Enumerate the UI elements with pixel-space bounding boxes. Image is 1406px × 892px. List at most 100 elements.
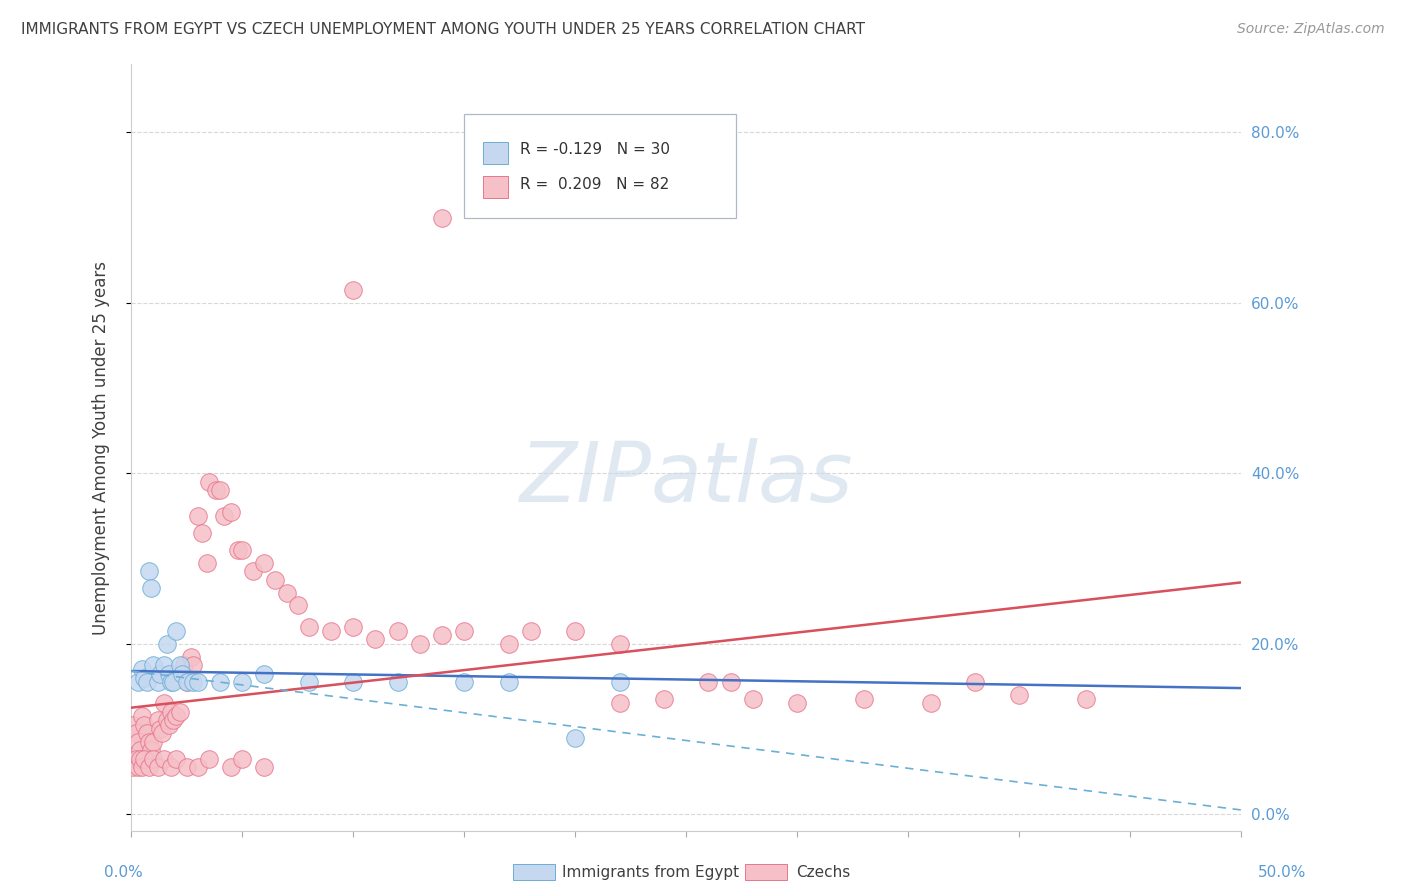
Point xyxy=(124,752,146,766)
Y-axis label: Unemployment Among Youth under 25 years: Unemployment Among Youth under 25 years xyxy=(93,260,110,635)
Point xyxy=(134,752,156,766)
Point xyxy=(453,675,475,690)
Point xyxy=(153,752,176,766)
Point xyxy=(160,760,183,774)
Point xyxy=(195,556,218,570)
Point xyxy=(298,620,321,634)
Point xyxy=(430,211,453,225)
Point xyxy=(364,632,387,647)
Point xyxy=(160,675,183,690)
Point xyxy=(253,666,276,681)
Text: IMMIGRANTS FROM EGYPT VS CZECH UNEMPLOYMENT AMONG YOUTH UNDER 25 YEARS CORRELATI: IMMIGRANTS FROM EGYPT VS CZECH UNEMPLOYM… xyxy=(21,22,865,37)
Point xyxy=(564,731,586,745)
Point xyxy=(387,624,409,638)
Point xyxy=(430,628,453,642)
Text: Czechs: Czechs xyxy=(796,865,851,880)
Point xyxy=(697,675,720,690)
Point xyxy=(720,675,742,690)
Point xyxy=(198,752,221,766)
Point xyxy=(231,752,253,766)
Point xyxy=(138,564,160,578)
Point xyxy=(127,735,149,749)
Point xyxy=(156,714,179,728)
Point xyxy=(187,508,209,523)
Point xyxy=(146,714,169,728)
Point xyxy=(342,675,364,690)
Point xyxy=(498,675,520,690)
Point xyxy=(219,760,242,774)
Point xyxy=(342,283,364,297)
Point xyxy=(122,760,145,774)
Point xyxy=(264,573,287,587)
Point xyxy=(135,675,157,690)
Point xyxy=(165,709,187,723)
Point xyxy=(135,726,157,740)
Text: R = -0.129   N = 30: R = -0.129 N = 30 xyxy=(520,143,669,158)
FancyBboxPatch shape xyxy=(484,142,508,164)
Point xyxy=(231,675,253,690)
Point xyxy=(342,620,364,634)
Point xyxy=(122,717,145,731)
Point xyxy=(134,717,156,731)
Point xyxy=(298,675,321,690)
Point xyxy=(173,658,195,673)
Point xyxy=(153,658,176,673)
Point xyxy=(157,666,180,681)
Point xyxy=(146,760,169,774)
Point xyxy=(187,760,209,774)
Point xyxy=(176,675,198,690)
Point xyxy=(963,675,986,690)
Point xyxy=(141,582,163,596)
Point xyxy=(138,760,160,774)
Point xyxy=(287,599,309,613)
FancyBboxPatch shape xyxy=(464,114,737,218)
Point xyxy=(131,709,153,723)
Point xyxy=(141,743,163,757)
Point xyxy=(131,662,153,676)
Point xyxy=(183,658,205,673)
Text: 0.0%: 0.0% xyxy=(104,865,143,880)
Point xyxy=(453,624,475,638)
Point xyxy=(852,692,875,706)
Point xyxy=(609,697,631,711)
Point xyxy=(1008,688,1031,702)
Point xyxy=(231,543,253,558)
Point xyxy=(134,671,156,685)
Point xyxy=(204,483,226,498)
Text: ZIPatlas: ZIPatlas xyxy=(519,438,853,519)
Point xyxy=(786,697,808,711)
Point xyxy=(226,543,249,558)
Point xyxy=(176,675,198,690)
Point xyxy=(131,760,153,774)
Point xyxy=(149,666,172,681)
Point xyxy=(156,637,179,651)
Point xyxy=(208,675,231,690)
Point xyxy=(242,564,264,578)
Point xyxy=(183,675,205,690)
Point xyxy=(253,760,276,774)
Text: 50.0%: 50.0% xyxy=(1258,865,1306,880)
Point xyxy=(160,705,183,719)
Point xyxy=(129,743,152,757)
Point xyxy=(652,692,675,706)
Point xyxy=(208,483,231,498)
Point xyxy=(150,726,173,740)
Point xyxy=(138,735,160,749)
Point xyxy=(129,752,152,766)
Point xyxy=(165,752,187,766)
Point xyxy=(741,692,763,706)
Point xyxy=(609,637,631,651)
Text: R =  0.209   N = 82: R = 0.209 N = 82 xyxy=(520,177,669,192)
Point xyxy=(253,556,276,570)
Text: Immigrants from Egypt: Immigrants from Egypt xyxy=(562,865,740,880)
Point xyxy=(409,637,432,651)
Point xyxy=(198,475,221,489)
Point xyxy=(180,649,202,664)
Point xyxy=(187,675,209,690)
Point xyxy=(498,637,520,651)
Point xyxy=(609,675,631,690)
Point xyxy=(127,675,149,690)
Point xyxy=(146,675,169,690)
Point xyxy=(169,705,191,719)
Point xyxy=(172,666,194,681)
